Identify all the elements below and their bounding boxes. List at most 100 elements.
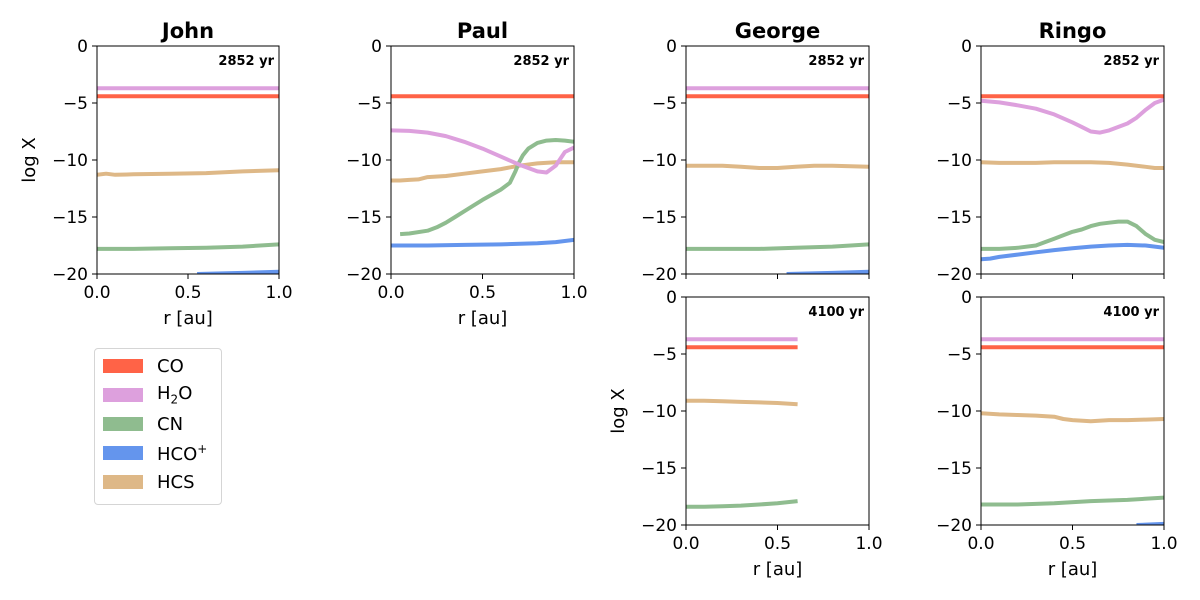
series-group	[391, 94, 574, 248]
series-line-cn	[399, 138, 574, 237]
axes-frame	[685, 45, 870, 275]
y-tick-label: −10	[936, 151, 972, 171]
y-tick-label: −20	[52, 265, 88, 285]
x-tick-label: 0.5	[764, 534, 791, 554]
y-tick-label: −5	[947, 345, 972, 365]
y-tick-label: 0	[666, 37, 677, 57]
y-tick-label: −20	[346, 265, 382, 285]
legend-item-hcs: HCS	[103, 471, 195, 493]
y-tick-label: −5	[947, 94, 972, 114]
y-tick-label: −20	[641, 265, 677, 285]
series-line-h2o	[981, 97, 1164, 135]
legend: CO H2O CN HCO+ HCS	[94, 348, 222, 505]
axes-frame	[390, 45, 575, 275]
subplot-title: Ringo	[1039, 19, 1107, 43]
legend-label-h2o: H2O	[157, 383, 193, 407]
legend-swatch-hco	[103, 446, 143, 460]
series-line-hcoplus	[981, 242, 1164, 262]
x-axis-label: r [au]	[1048, 559, 1098, 580]
series-line-h2o	[391, 128, 574, 175]
x-tick-label: 0.0	[967, 534, 994, 554]
y-tick-label: −5	[652, 345, 677, 365]
x-tick-label: 0.5	[1059, 534, 1086, 554]
legend-swatch-hcs	[103, 475, 143, 489]
x-tick-label: 0.0	[83, 283, 110, 303]
x-tick-label: 0.0	[377, 283, 404, 303]
legend-label-co: CO	[157, 355, 184, 377]
x-tick-label: 1.0	[1150, 534, 1177, 554]
legend-item-hco: HCO+	[103, 441, 208, 465]
y-tick-label: −15	[641, 208, 677, 228]
series-line-hcs	[686, 398, 798, 407]
series-line-cn	[686, 242, 869, 251]
subplot-title: Paul	[457, 19, 508, 43]
time-annotation: 2852 yr	[808, 54, 864, 69]
subplot-6: 0 −5 −10 −15 −200.0 0.5 1.0 r [au] 4100 yr	[936, 288, 1177, 580]
y-tick-label: 0	[371, 37, 382, 57]
series-line-cn	[981, 495, 1164, 507]
y-tick-label: −20	[641, 516, 677, 536]
x-tick-label: 1.0	[560, 283, 587, 303]
y-tick-label: 0	[77, 37, 88, 57]
x-tick-label: 0.5	[174, 283, 201, 303]
y-tick-label: −10	[641, 151, 677, 171]
legend-label-cn: CN	[157, 413, 184, 435]
y-tick-label: −20	[936, 265, 972, 285]
time-annotation: 4100 yr	[808, 305, 864, 320]
legend-label-hco: HCO+	[157, 441, 208, 465]
y-tick-label: −5	[357, 94, 382, 114]
subplot-1: 0 −5 −10 −15 −200.0 0.5 1.0 r [au] log X John 2852…	[19, 19, 293, 329]
subplot-2: 0 −5 −10 −15 −200.0 0.5 1.0 r [au] Paul 2852 yr	[346, 19, 587, 329]
x-axis-label: r [au]	[753, 559, 803, 580]
time-annotation: 2852 yr	[513, 54, 569, 69]
axes-frame	[980, 296, 1165, 526]
y-tick-label: −10	[52, 151, 88, 171]
axes-frame	[685, 296, 870, 526]
legend-item-cn: CN	[103, 413, 183, 435]
time-annotation: 4100 yr	[1103, 305, 1159, 320]
series-line-hcs	[97, 168, 279, 177]
series-group	[686, 337, 798, 509]
series-line-cn	[97, 242, 279, 251]
y-tick-label: −20	[936, 516, 972, 536]
subplot-title: George	[735, 19, 821, 43]
y-tick-label: −15	[346, 208, 382, 228]
x-tick-label: 0.0	[672, 534, 699, 554]
series-line-hcs	[981, 411, 1164, 424]
y-tick-label: −15	[641, 459, 677, 479]
y-tick-label: 0	[961, 288, 972, 308]
x-tick-label: 1.0	[855, 534, 882, 554]
series-group	[97, 86, 279, 274]
series-line-hcoplus	[391, 237, 574, 248]
y-tick-label: −15	[936, 208, 972, 228]
series-line-hcs	[981, 160, 1164, 170]
legend-swatch-co	[103, 359, 143, 373]
x-tick-label: 0.5	[469, 283, 496, 303]
legend-label-hcs: HCS	[157, 471, 195, 493]
series-line-hcs	[686, 163, 869, 170]
subplot-title: John	[160, 19, 214, 43]
x-axis-label: r [au]	[458, 308, 508, 329]
y-tick-label: 0	[666, 288, 677, 308]
subplot-4: 0 −5 −10 −15 −20 Ringo 2852 yr	[936, 19, 1165, 285]
y-axis-label: log X	[608, 388, 629, 434]
series-line-cn	[981, 219, 1164, 251]
series-group	[981, 337, 1164, 525]
y-tick-label: −10	[346, 151, 382, 171]
y-axis-label: log X	[19, 137, 40, 183]
axes-frame	[980, 45, 1165, 275]
legend-item-h2o: H2O	[103, 383, 193, 407]
y-tick-label: −15	[52, 208, 88, 228]
y-tick-label: 0	[961, 37, 972, 57]
y-tick-label: −10	[936, 402, 972, 422]
x-axis-label: r [au]	[163, 308, 213, 329]
y-tick-label: −15	[936, 459, 972, 479]
series-line-hcs	[391, 160, 574, 183]
series-line-cn	[686, 499, 798, 509]
subplot-3: 0 −5 −10 −15 −20 George 2852 yr	[641, 19, 870, 285]
axes-frame	[96, 45, 280, 275]
legend-swatch-cn	[103, 417, 143, 431]
y-tick-label: −10	[641, 402, 677, 422]
series-group	[981, 94, 1164, 262]
